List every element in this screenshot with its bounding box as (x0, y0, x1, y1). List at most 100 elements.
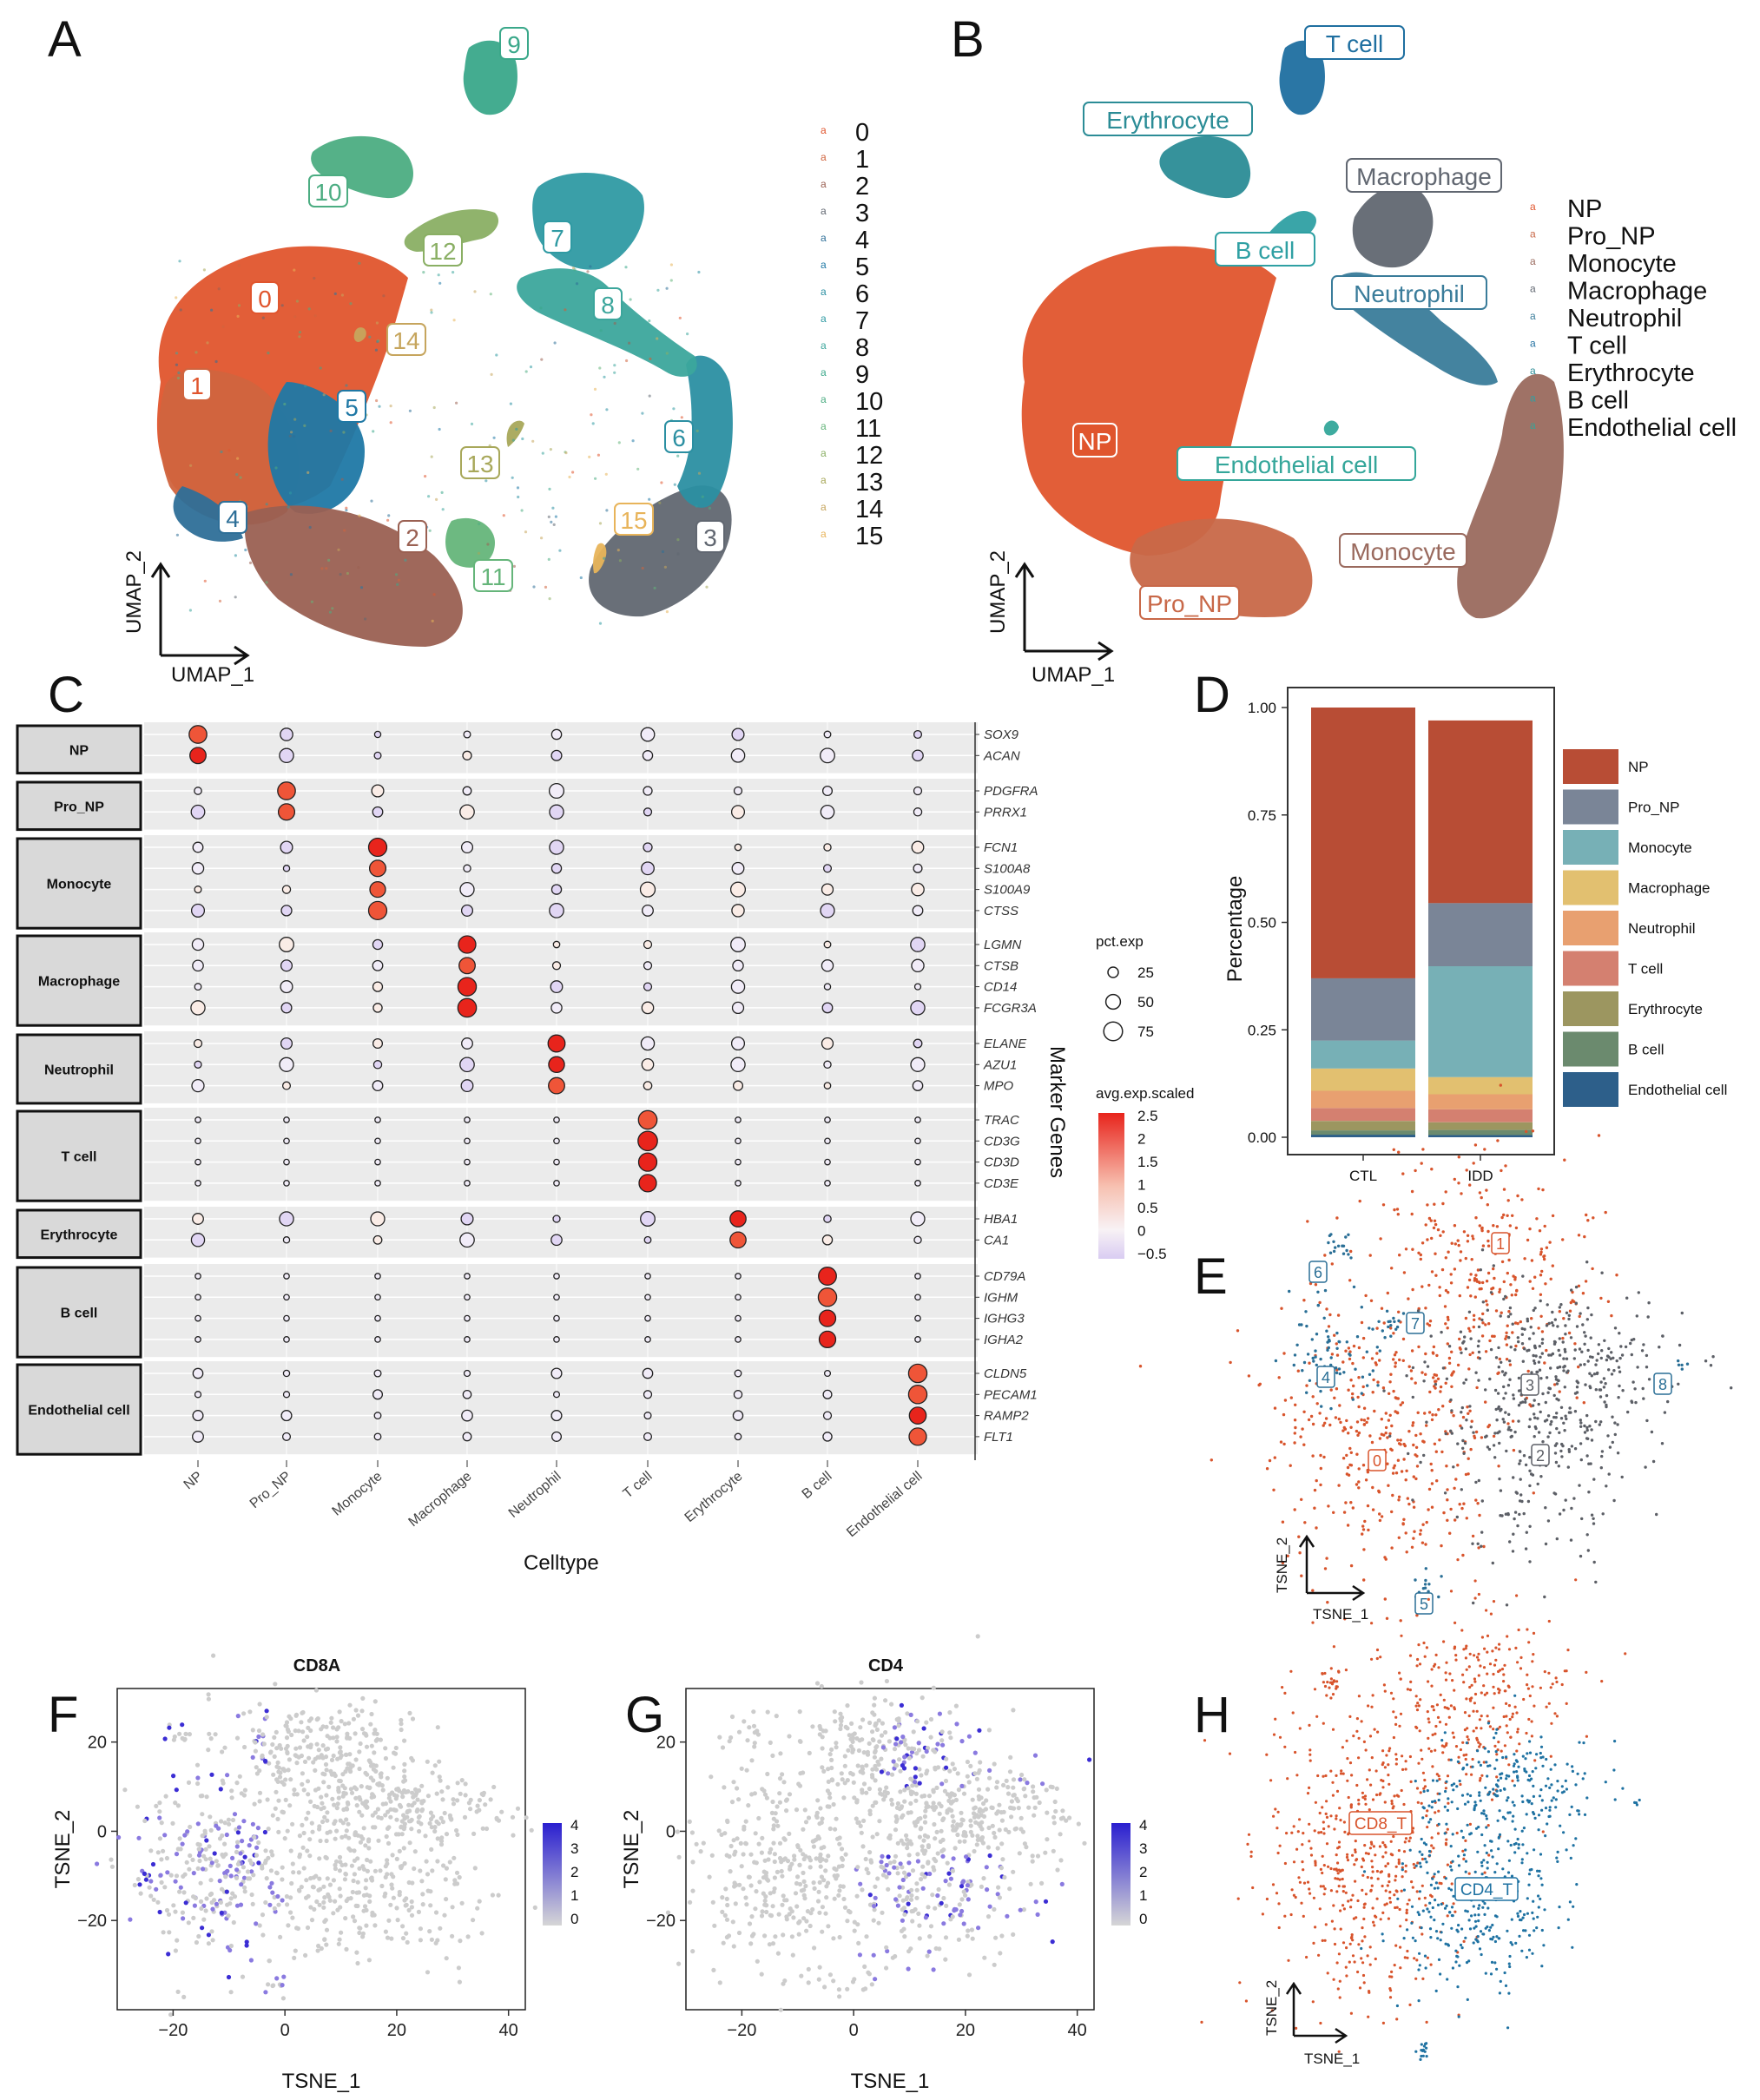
umap-point (378, 405, 381, 408)
feature-point (206, 1696, 211, 1702)
bar-segment (1311, 1090, 1415, 1109)
tsne-point (1401, 1768, 1405, 1771)
feature-point (860, 1770, 866, 1775)
dotplot-dot (280, 840, 293, 854)
feature-point (399, 1804, 404, 1809)
feature-point (238, 1902, 244, 1907)
tsne-point (1474, 1274, 1478, 1277)
feature-point (324, 1838, 329, 1844)
tsne-point (1581, 1323, 1585, 1326)
feature-point (310, 1829, 315, 1834)
feature-point (784, 1797, 790, 1802)
feature-point (914, 1887, 920, 1893)
umap-point (661, 550, 665, 554)
umap-point (697, 270, 701, 274)
tsne-point (1282, 1352, 1286, 1355)
feature-point (745, 1738, 750, 1743)
gene-label: AZU1 (983, 1057, 1017, 1072)
dotplot-dot (461, 1409, 473, 1422)
feature-point (219, 1819, 224, 1824)
feature-point (817, 1910, 822, 1915)
tsne-point (1479, 1268, 1483, 1272)
dotplot-dot (913, 1235, 922, 1245)
feature-point (794, 1807, 800, 1813)
tsne-point (1368, 1326, 1371, 1330)
tsne-point (1401, 1172, 1405, 1175)
feature-point (260, 1912, 266, 1918)
feature-point (860, 1767, 866, 1772)
bar-segment (1428, 1076, 1533, 1095)
feature-point (821, 1768, 827, 1774)
feature-point (325, 1876, 330, 1881)
tsne-point (1612, 1498, 1616, 1503)
tsne-point (1421, 1977, 1425, 1980)
feature-point (368, 1763, 374, 1768)
feature-point (877, 1819, 882, 1824)
umap-ylabel-b: UMAP_2 (986, 550, 1010, 634)
umap-point (605, 408, 609, 411)
tsne-point (1341, 1429, 1345, 1432)
tsne-point (1314, 1349, 1317, 1353)
legend-key-8: a (821, 339, 827, 352)
tsne-point (1348, 1353, 1351, 1356)
feature-point (409, 1912, 415, 1918)
legend-swatch (1563, 870, 1618, 905)
feature-point (910, 1783, 915, 1788)
tsne-point (1377, 1489, 1381, 1493)
feature-point (365, 1893, 370, 1898)
feature-point (438, 1926, 443, 1931)
feature-point (1051, 1820, 1057, 1826)
tsne-point (1468, 1329, 1472, 1333)
tsne-point (1504, 1512, 1508, 1516)
tsne-point (1572, 1300, 1576, 1304)
group-label-box (16, 1109, 142, 1202)
feature-point (223, 1874, 228, 1879)
tsne-point (1564, 1498, 1567, 1502)
feature-point (908, 1897, 914, 1902)
legend-label-1: 1 (855, 146, 869, 174)
group-label: Endothelial cell (28, 1404, 129, 1419)
tsne-point (1506, 1199, 1510, 1202)
feature-point (443, 1877, 448, 1882)
dotplot-dot (821, 1037, 834, 1050)
tsne-point (1472, 1601, 1475, 1605)
feature-point (309, 1820, 314, 1826)
tsne-point (1586, 1219, 1590, 1222)
feature-point (968, 1763, 973, 1768)
feature-point (1022, 1841, 1027, 1847)
tsne-point (1434, 1379, 1437, 1384)
tsne-point (1404, 1837, 1408, 1840)
feature-point (477, 1798, 483, 1803)
feature-point (226, 1974, 232, 1980)
feature-point (357, 1866, 362, 1871)
feature-point (959, 1897, 965, 1902)
tsne-point (1328, 1251, 1333, 1254)
feature-point (271, 1983, 276, 1988)
feature-point (823, 1868, 828, 1873)
tsne-point (1496, 1431, 1500, 1435)
feature-point (222, 1841, 227, 1847)
feature-point (981, 1800, 986, 1807)
feature-point (400, 1794, 405, 1800)
feature-point (725, 1902, 730, 1908)
feature-point (358, 1741, 363, 1747)
feature-point (732, 1852, 737, 1857)
umap-point (202, 268, 206, 272)
dotplot-dot (194, 1180, 201, 1187)
feature-point (304, 1816, 309, 1821)
tsne-point (1607, 1346, 1611, 1351)
tsne-point (1508, 1363, 1513, 1366)
feature-point (694, 1841, 699, 1847)
tsne-point (1539, 1247, 1544, 1251)
tsne-point (1514, 1344, 1518, 1348)
tsne-point (1502, 1188, 1506, 1191)
feature-point (269, 1849, 274, 1854)
feature-point (363, 1800, 369, 1805)
feature-point (335, 1801, 340, 1807)
umap-point (221, 325, 225, 328)
legend-label: Endothelial cell (1567, 414, 1737, 442)
feature-point (327, 1882, 333, 1887)
tsne-point (1462, 1502, 1466, 1505)
tsne-point (1455, 1515, 1460, 1519)
tsne-point (1375, 1346, 1380, 1349)
